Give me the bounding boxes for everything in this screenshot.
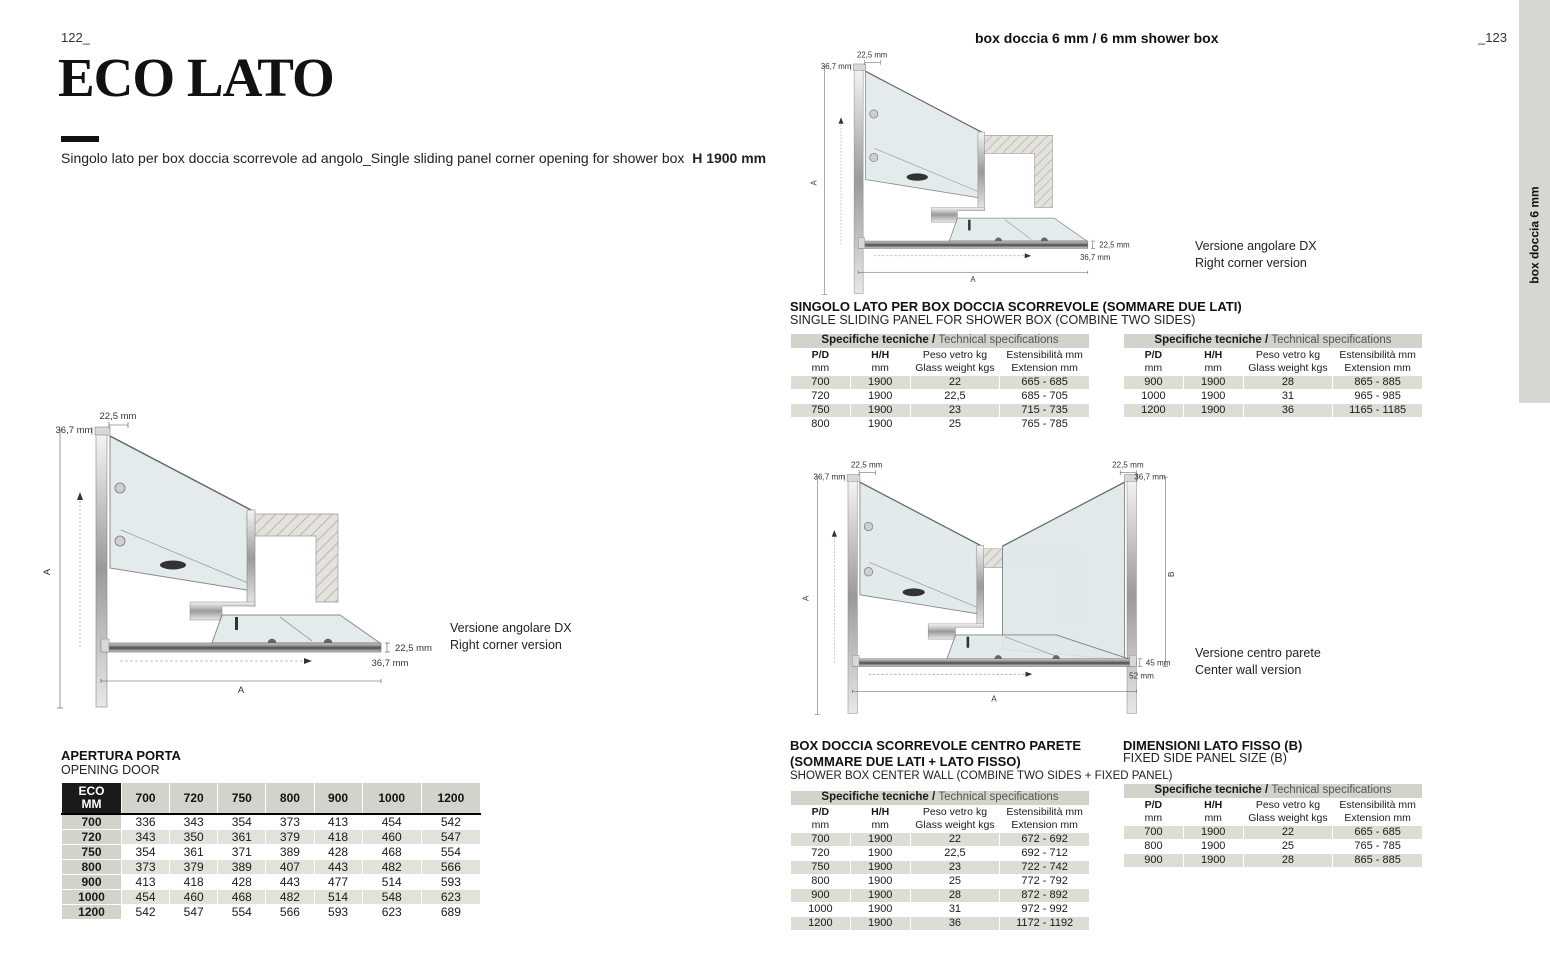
svg-text:36,7 mm: 36,7 mm xyxy=(372,658,409,669)
svg-text:36,7 mm: 36,7 mm xyxy=(56,425,93,436)
svg-text:36,7 mm: 36,7 mm xyxy=(1080,253,1110,262)
svg-text:45 mm: 45 mm xyxy=(1146,659,1171,668)
svg-text:36,7 mm: 36,7 mm xyxy=(1134,473,1166,482)
svg-text:A: A xyxy=(809,179,818,185)
svg-text:22,5 mm: 22,5 mm xyxy=(1099,241,1129,250)
svg-text:A: A xyxy=(802,595,811,601)
svg-text:22,5 mm: 22,5 mm xyxy=(857,50,887,59)
svg-text:22,5 mm: 22,5 mm xyxy=(395,643,432,654)
svg-text:B: B xyxy=(1167,572,1176,577)
svg-text:A: A xyxy=(42,568,53,575)
svg-text:A: A xyxy=(991,694,997,703)
svg-text:22,5 mm: 22,5 mm xyxy=(100,411,137,422)
svg-text:A: A xyxy=(238,685,245,696)
svg-text:52 mm: 52 mm xyxy=(1129,671,1154,680)
svg-text:22,5 mm: 22,5 mm xyxy=(851,461,883,470)
svg-text:22,5 mm: 22,5 mm xyxy=(1112,461,1144,470)
svg-text:A: A xyxy=(970,275,976,284)
